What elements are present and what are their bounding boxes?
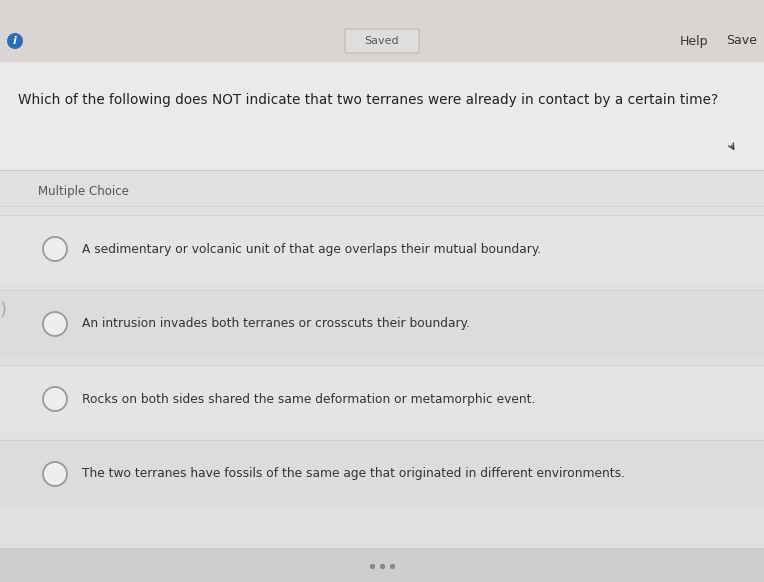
Text: A sedimentary or volcanic unit of that age overlaps their mutual boundary.: A sedimentary or volcanic unit of that a… (82, 243, 541, 255)
FancyBboxPatch shape (0, 290, 764, 358)
Text: i: i (13, 36, 17, 46)
Circle shape (7, 33, 23, 49)
Circle shape (43, 387, 67, 411)
Circle shape (43, 312, 67, 336)
Text: Rocks on both sides shared the same deformation or metamorphic event.: Rocks on both sides shared the same defo… (82, 392, 536, 406)
FancyBboxPatch shape (0, 365, 764, 433)
Text: Which of the following does NOT indicate that two terranes were already in conta: Which of the following does NOT indicate… (18, 93, 718, 107)
Circle shape (43, 462, 67, 486)
FancyBboxPatch shape (0, 440, 764, 508)
Text: Save: Save (727, 34, 757, 48)
Text: An intrusion invades both terranes or crosscuts their boundary.: An intrusion invades both terranes or cr… (82, 318, 470, 331)
FancyBboxPatch shape (0, 20, 764, 62)
FancyBboxPatch shape (0, 215, 764, 283)
Text: Multiple Choice: Multiple Choice (38, 186, 129, 198)
Text: The two terranes have fossils of the same age that originated in different envir: The two terranes have fossils of the sam… (82, 467, 625, 481)
FancyBboxPatch shape (0, 170, 764, 548)
Text: Help: Help (680, 34, 708, 48)
FancyBboxPatch shape (0, 62, 764, 552)
Text: ): ) (0, 301, 7, 319)
Text: Saved: Saved (364, 36, 400, 46)
FancyBboxPatch shape (345, 29, 419, 53)
FancyBboxPatch shape (0, 548, 764, 582)
FancyBboxPatch shape (0, 0, 764, 20)
Circle shape (43, 237, 67, 261)
FancyBboxPatch shape (0, 62, 764, 170)
